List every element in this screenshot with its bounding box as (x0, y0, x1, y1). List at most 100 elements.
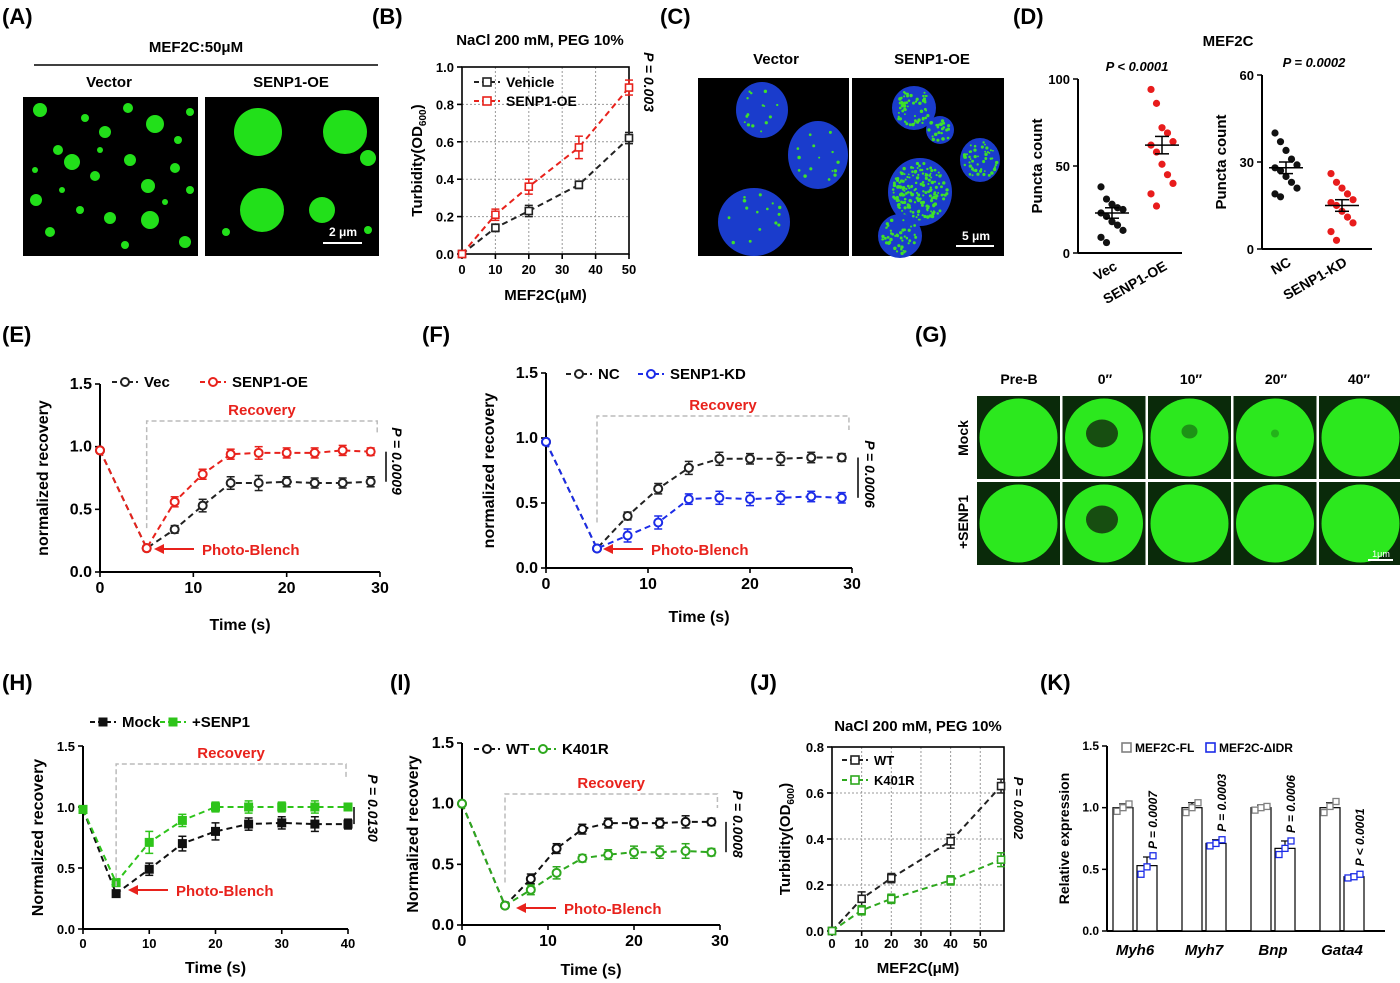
x-tick-label: 30 (275, 936, 289, 951)
data-point (1113, 807, 1121, 816)
x-tick-label: 10 (639, 576, 657, 593)
punctum (927, 182, 930, 186)
punctum (913, 233, 916, 237)
punctum (985, 146, 989, 150)
data-point (457, 249, 467, 259)
nucleus (718, 188, 790, 256)
punctum (929, 166, 933, 170)
data-point (1147, 190, 1155, 198)
punctum (938, 174, 942, 178)
panel-g: Pre-B 0″ 10″ 20″ 40″ Mock +SENP1 1μm (955, 371, 1400, 565)
punctum (896, 177, 900, 181)
bar (1274, 847, 1296, 932)
data-point (1343, 213, 1352, 221)
punctum (763, 89, 768, 94)
punctum (904, 92, 907, 95)
panel-c-scale-label: 5 μm (962, 229, 990, 243)
punctum (891, 188, 895, 191)
data-point (177, 839, 187, 849)
punctum (886, 235, 890, 239)
punctum (935, 173, 938, 177)
punctum (943, 193, 947, 197)
panel-label-k: (K) (1040, 670, 1071, 695)
data-point (281, 447, 292, 458)
punctum (968, 161, 971, 164)
legend-swatch (1205, 742, 1216, 753)
panel-label-a: (A) (2, 4, 33, 29)
data-point (1194, 799, 1202, 807)
punctum (986, 151, 989, 154)
bar (1181, 807, 1203, 932)
data-point (1152, 148, 1161, 156)
nucleus (960, 138, 1000, 182)
category-label: NC (1268, 254, 1294, 278)
y-tick-label: 0.5 (432, 856, 454, 873)
y-axis-label: Normalized recovery (405, 755, 422, 913)
punctum (887, 241, 891, 245)
droplet (186, 108, 194, 116)
punctum (906, 205, 911, 209)
punctum (910, 193, 913, 196)
series-SENP1-KD (541, 436, 847, 554)
punctum (831, 169, 834, 172)
punctum (885, 222, 889, 226)
data-point (144, 864, 154, 874)
data-point (197, 469, 208, 480)
x-tick-label: 20 (522, 262, 536, 277)
y-tick-label: 0.5 (516, 495, 538, 512)
chart-k: 0.0 0.5 1.0 1.5 Relative expression MEF2C-FL M… (1056, 739, 1385, 959)
droplet (162, 199, 168, 205)
punctum (897, 202, 901, 207)
punctum (932, 204, 936, 208)
punctum (833, 169, 838, 173)
punctum (907, 242, 910, 245)
panel-g-column-header: 0″ (1098, 371, 1113, 387)
punctum (922, 190, 925, 193)
data-point (1102, 195, 1111, 203)
x-tick-label: 20 (625, 933, 643, 950)
y-tick-label: 0.6 (436, 135, 454, 150)
y-tick-label: 0.0 (57, 922, 75, 937)
condensate (1321, 398, 1400, 477)
punctum (922, 161, 926, 166)
punctum (913, 224, 917, 227)
data-point (836, 492, 847, 503)
data-point (683, 494, 694, 505)
y-tick-label: 60 (1240, 68, 1254, 83)
punctum (902, 249, 905, 252)
panel-c-nuclei-senp1oe (878, 86, 1000, 258)
data-point (1113, 221, 1122, 229)
series-line (831, 785, 1002, 932)
punctum (973, 155, 977, 159)
series-K401R (457, 798, 717, 911)
x-tick-label: 50 (973, 936, 987, 951)
punctum (903, 235, 906, 238)
data-point (168, 717, 178, 727)
x-tick-label: 40 (341, 936, 355, 951)
legend-label: K401R (562, 741, 609, 758)
condensate (1236, 484, 1314, 563)
droplet (222, 228, 230, 236)
punctum (936, 138, 940, 142)
charts: 0.0 0.2 0.4 0.6 0.8 1.0 0 10 20 30 40 50 MEF2C(μM) Tu… (30, 32, 1385, 979)
series-line (461, 803, 712, 908)
x-tick-label: 20 (208, 936, 222, 951)
data-point (120, 377, 130, 387)
panel-g-column-header: 20″ (1265, 371, 1288, 387)
panel-g-column-header: Pre-B (1000, 371, 1037, 387)
data-point (1332, 797, 1340, 806)
punctum (901, 109, 905, 113)
punctum (937, 131, 941, 135)
punctum (984, 143, 986, 146)
punctum (760, 130, 763, 133)
x-axis-label: MEF2C(μM) (504, 287, 587, 304)
punctum (889, 229, 893, 232)
series-NC (541, 436, 847, 554)
data-point (946, 876, 955, 885)
punctum (977, 155, 979, 158)
panel-a-scale-label: 2 μm (329, 225, 357, 239)
droplet (59, 187, 65, 193)
data-point (1125, 800, 1133, 808)
y-tick-label: 1.5 (1082, 739, 1099, 753)
data-point (646, 369, 656, 379)
